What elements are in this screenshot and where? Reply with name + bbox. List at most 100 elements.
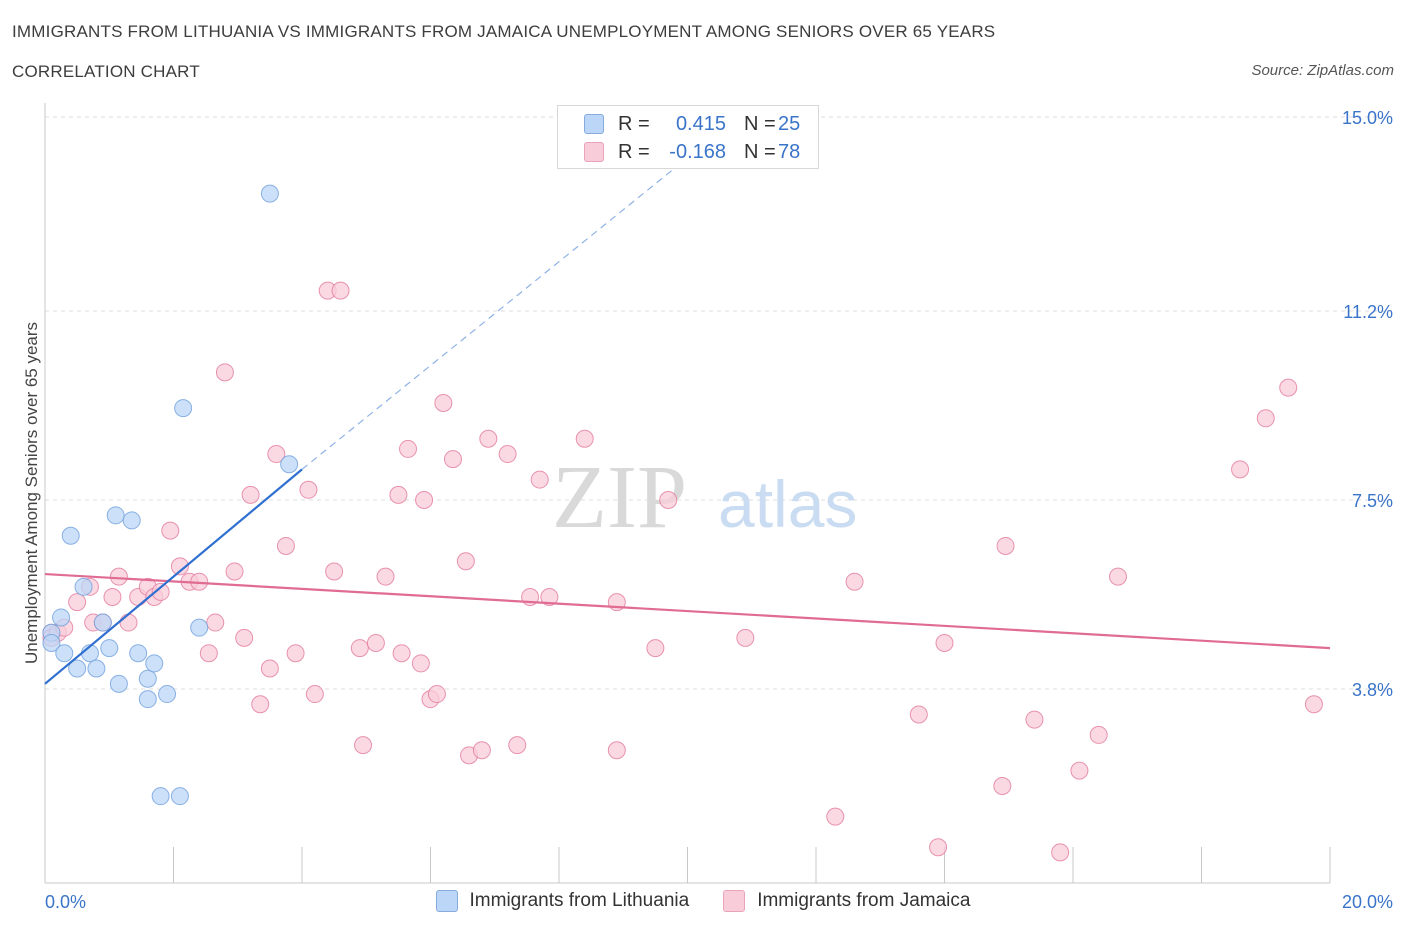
jamaica-point bbox=[909, 705, 928, 724]
legend-row-jamaica: R = -0.168 N = 78 bbox=[584, 140, 800, 164]
r-value-lithuania: 0.415 bbox=[675, 112, 726, 135]
n-value-lithuania: 25 bbox=[778, 112, 801, 135]
y-tick-label: 11.2% bbox=[1343, 302, 1393, 322]
jamaica-point bbox=[399, 439, 418, 458]
lithuania-legend-label: Immigrants from Lithuania bbox=[469, 890, 690, 911]
series-legend: Immigrants from Lithuania Immigrants fro… bbox=[0, 890, 1406, 912]
jamaica-point bbox=[993, 776, 1012, 795]
lithuania-point bbox=[52, 608, 71, 627]
lithuania-legend-swatch bbox=[435, 890, 458, 912]
jamaica-point bbox=[1279, 378, 1298, 397]
jamaica-point bbox=[646, 639, 665, 658]
y-axis-title: Unemployment Among Seniors over 65 years bbox=[22, 322, 41, 664]
lithuania-point bbox=[174, 399, 193, 418]
jamaica-point bbox=[1304, 695, 1323, 714]
jamaica-point bbox=[225, 562, 244, 581]
jamaica-point bbox=[498, 445, 517, 464]
legend-item-jamaica[interactable]: Immigrants from Jamaica bbox=[723, 890, 970, 912]
lithuania-swatch bbox=[584, 114, 604, 134]
jamaica-point bbox=[260, 659, 279, 678]
chart-subtitle: CORRELATION CHART bbox=[12, 62, 200, 81]
jamaica-point bbox=[845, 572, 864, 591]
jamaica-point bbox=[267, 445, 286, 464]
jamaica-point bbox=[508, 736, 527, 755]
jamaica-point bbox=[389, 485, 408, 504]
axes bbox=[44, 103, 1331, 884]
jamaica-point bbox=[199, 644, 218, 663]
legend-item-lithuania[interactable]: Immigrants from Lithuania bbox=[435, 890, 690, 912]
jamaica-point bbox=[331, 281, 350, 300]
jamaica-point bbox=[1051, 843, 1070, 862]
jamaica-point bbox=[540, 588, 559, 607]
jamaica-point bbox=[235, 628, 254, 647]
jamaica-point bbox=[415, 491, 434, 509]
jamaica-point bbox=[929, 838, 948, 857]
lithuania-point bbox=[280, 455, 299, 474]
lithuania-trend-extension bbox=[301, 157, 688, 470]
jamaica-legend-swatch bbox=[723, 890, 746, 912]
correlation-legend: R = 0.415 N = 25 R = -0.168 N = 78 bbox=[557, 105, 819, 169]
chart-title: IMMIGRANTS FROM LITHUANIA VS IMMIGRANTS … bbox=[12, 22, 996, 41]
jamaica-point bbox=[530, 470, 549, 489]
n-label: N = bbox=[744, 112, 776, 135]
jamaica-point bbox=[241, 485, 260, 504]
jamaica-point bbox=[736, 628, 755, 647]
jamaica-point bbox=[103, 588, 122, 607]
lithuania-point bbox=[129, 644, 148, 663]
jamaica-trend-line bbox=[44, 572, 1331, 650]
lithuania-point bbox=[138, 690, 157, 709]
lithuania-point bbox=[55, 644, 74, 663]
lithuania-point bbox=[145, 654, 164, 673]
jamaica-point bbox=[456, 552, 475, 571]
lithuania-point bbox=[260, 184, 279, 203]
lithuania-point bbox=[170, 787, 189, 806]
lithuania-point bbox=[106, 506, 125, 525]
trend-lines bbox=[44, 157, 1331, 685]
r-label: R = bbox=[618, 140, 650, 163]
jamaica-point bbox=[472, 741, 491, 760]
data-points bbox=[42, 184, 1323, 862]
lithuania-point bbox=[87, 659, 106, 678]
jamaica-point bbox=[392, 644, 411, 663]
jamaica-point bbox=[1108, 567, 1127, 586]
jamaica-legend-label: Immigrants from Jamaica bbox=[757, 890, 971, 911]
legend-row-lithuania: R = 0.415 N = 25 bbox=[584, 112, 800, 136]
jamaica-point bbox=[1025, 710, 1044, 729]
jamaica-point bbox=[299, 480, 318, 499]
jamaica-point bbox=[161, 521, 180, 540]
y-tick-label: 7.5% bbox=[1352, 491, 1393, 511]
jamaica-point bbox=[935, 633, 954, 652]
jamaica-point bbox=[411, 654, 430, 673]
lithuania-trend-line bbox=[44, 468, 303, 685]
n-label: N = bbox=[744, 140, 776, 163]
lithuania-point bbox=[138, 669, 157, 688]
lithuania-point bbox=[151, 787, 170, 806]
jamaica-point bbox=[376, 567, 395, 586]
jamaica-point bbox=[826, 807, 845, 826]
y-tick-label: 3.8% bbox=[1352, 680, 1393, 700]
jamaica-swatch bbox=[584, 142, 604, 162]
jamaica-point bbox=[607, 741, 626, 760]
jamaica-point bbox=[1070, 761, 1089, 780]
watermark: ZIP atlas bbox=[552, 448, 857, 547]
lithuania-point bbox=[190, 618, 209, 637]
jamaica-point bbox=[366, 633, 385, 652]
jamaica-point bbox=[286, 644, 305, 663]
jamaica-point bbox=[305, 685, 324, 704]
jamaica-point bbox=[151, 582, 170, 601]
y-tick-label: 15.0% bbox=[1342, 108, 1393, 128]
jamaica-point bbox=[251, 695, 270, 714]
n-value-jamaica: 78 bbox=[778, 140, 801, 163]
x-tick-label: 0.0% bbox=[45, 892, 86, 912]
lithuania-point bbox=[93, 613, 112, 632]
jamaica-point bbox=[215, 363, 234, 382]
lithuania-point bbox=[100, 639, 119, 658]
source-label: Source: ZipAtlas.com bbox=[1251, 62, 1394, 79]
lithuania-point bbox=[158, 685, 177, 704]
jamaica-point bbox=[276, 536, 295, 555]
jamaica-point bbox=[170, 557, 189, 576]
r-value-jamaica: -0.168 bbox=[669, 140, 726, 163]
jamaica-point bbox=[659, 491, 678, 509]
jamaica-point bbox=[354, 736, 373, 755]
lithuania-point bbox=[109, 674, 128, 693]
